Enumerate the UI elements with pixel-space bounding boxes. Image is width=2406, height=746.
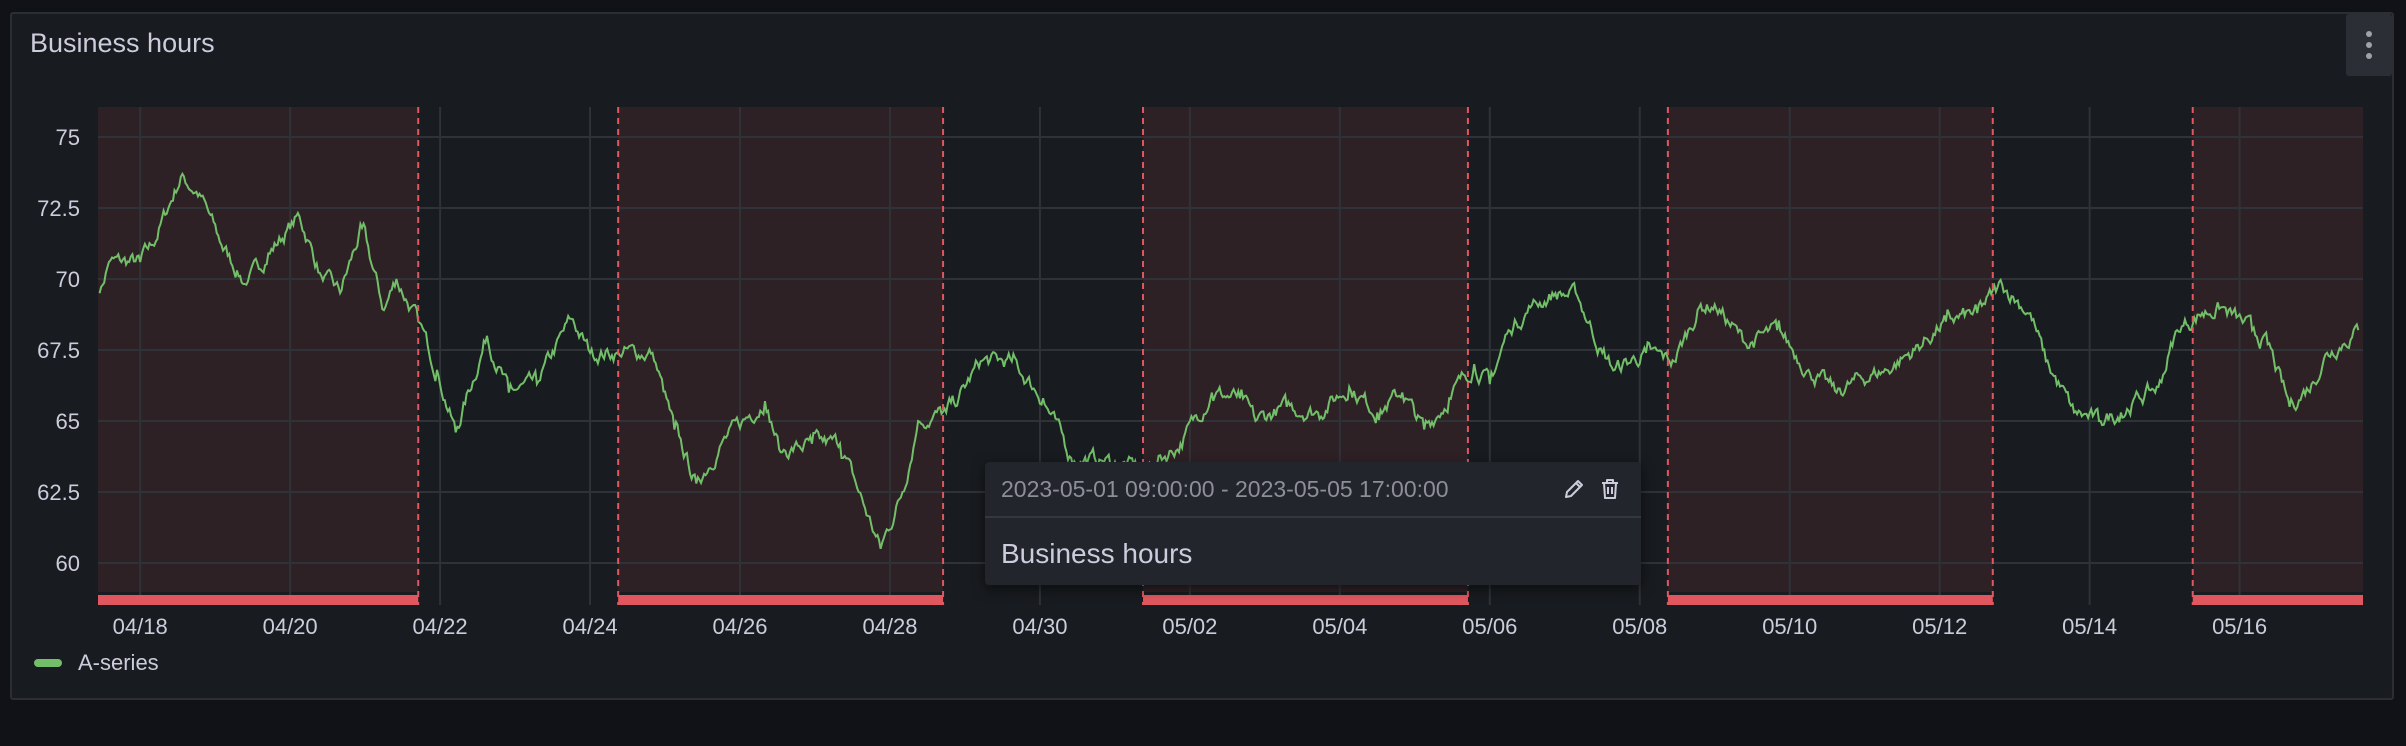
y-tick-label: 60 [56, 551, 80, 576]
annotation-region-bar [98, 595, 419, 605]
y-axis: 60 62.5 65 67.5 70 72.5 75 [37, 125, 80, 576]
x-tick-label: 05/02 [1162, 614, 1217, 639]
y-tick-label: 75 [56, 125, 80, 150]
annotation-region-bar [1143, 595, 1468, 605]
x-tick-label: 04/30 [1012, 614, 1067, 639]
y-tick-label: 67.5 [37, 338, 80, 363]
x-tick-label: 05/06 [1462, 614, 1517, 639]
x-tick-label: 04/24 [563, 614, 618, 639]
x-tick-label: 04/22 [413, 614, 468, 639]
pencil-icon[interactable] [1559, 474, 1589, 504]
x-tick-label: 05/04 [1312, 614, 1367, 639]
legend-color-marker [34, 659, 62, 667]
series-line-a-series [98, 171, 2360, 550]
x-axis: 04/18 04/20 04/22 04/24 04/26 04/28 04/30 05/02… [113, 614, 2267, 639]
x-tick-label: 05/08 [1612, 614, 1667, 639]
x-tick-label: 05/14 [2062, 614, 2117, 639]
annotation-region-bar [1667, 595, 1993, 605]
grid [98, 107, 2363, 605]
tooltip-header: 2023-05-01 09:00:00 - 2023-05-05 17:00:0… [985, 462, 1641, 518]
y-tick-label: 72.5 [37, 196, 80, 221]
x-tick-label: 04/28 [862, 614, 917, 639]
y-tick-label: 65 [56, 409, 80, 434]
x-tick-label: 04/20 [263, 614, 318, 639]
x-tick-label: 05/12 [1912, 614, 1967, 639]
kebab-menu-icon [2366, 31, 2372, 37]
kebab-dot [2366, 42, 2372, 48]
panel-title: Business hours [30, 28, 215, 58]
y-tick-label: 70 [56, 267, 80, 292]
x-tick-label: 05/16 [2212, 614, 2267, 639]
legend-item-a-series[interactable]: A-series [78, 650, 159, 675]
annotation-time-range: 2023-05-01 09:00:00 - 2023-05-05 17:00:0… [1001, 475, 1449, 502]
annotation-markers [98, 107, 2363, 605]
panel-menu-button[interactable] [2346, 14, 2392, 76]
annotation-tooltip: 2023-05-01 09:00:00 - 2023-05-05 17:00:0… [985, 462, 1641, 585]
trash-icon[interactable] [1595, 474, 1625, 504]
y-tick-label: 62.5 [37, 480, 80, 505]
legend: A-series [34, 650, 159, 676]
annotation-region-bar [2192, 595, 2363, 605]
annotation-text: Business hours [1001, 538, 1193, 569]
x-tick-label: 05/10 [1762, 614, 1817, 639]
x-tick-label: 04/26 [712, 614, 767, 639]
x-tick-label: 04/18 [113, 614, 168, 639]
kebab-dot [2366, 53, 2372, 59]
annotation-region-bar [618, 595, 944, 605]
